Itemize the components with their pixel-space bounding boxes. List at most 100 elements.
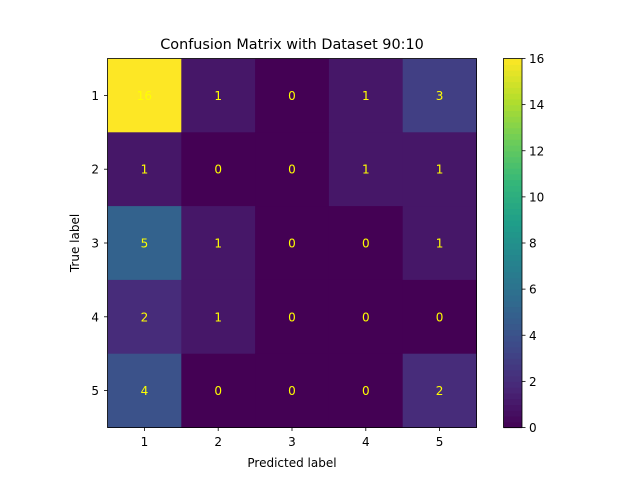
heatmap-cell xyxy=(181,58,256,133)
colorbar-segment xyxy=(503,191,522,198)
colorbar-tick-label: 14 xyxy=(529,98,544,112)
heatmap-cell xyxy=(181,353,256,428)
heatmap-cell xyxy=(402,132,477,207)
colorbar-segment xyxy=(503,352,522,359)
colorbar-segment xyxy=(503,202,522,210)
colorbar-segment xyxy=(503,312,522,319)
colorbar-segment xyxy=(503,156,522,163)
colorbar-segment xyxy=(503,64,522,71)
colorbar-segment xyxy=(503,70,522,77)
cell-value-label: 4 xyxy=(141,384,149,398)
colorbar-segment xyxy=(503,329,522,336)
cell-value-label: 0 xyxy=(288,384,296,398)
cell-value-label: 0 xyxy=(214,384,222,398)
cell-value-label: 1 xyxy=(214,237,222,251)
colorbar-segment xyxy=(503,387,522,394)
y-tick-label: 4 xyxy=(91,310,99,324)
heatmap-cell xyxy=(328,132,404,207)
heatmap-cell xyxy=(107,353,182,428)
cell-value-label: 1 xyxy=(436,237,444,251)
cell-value-label: 5 xyxy=(141,237,149,251)
y-tick-label: 1 xyxy=(91,89,99,103)
colorbar-segment xyxy=(503,369,522,377)
cell-value-label: 2 xyxy=(141,310,149,324)
colorbar-segment xyxy=(503,110,522,117)
heatmap-cell xyxy=(255,206,330,281)
colorbar-segment xyxy=(503,243,522,250)
x-tick-label: 4 xyxy=(362,435,370,449)
heatmap-cell xyxy=(107,58,182,133)
heatmap-cell xyxy=(181,132,256,207)
colorbar-segment xyxy=(503,219,522,227)
colorbar-segment xyxy=(503,306,522,313)
colorbar-segment xyxy=(503,225,522,233)
x-axis-label: Predicted label xyxy=(247,456,336,470)
chart-title: Confusion Matrix with Dataset 90:10 xyxy=(160,37,424,53)
cell-value-label: 0 xyxy=(288,163,296,177)
x-tick-label: 5 xyxy=(436,435,444,449)
colorbar-segment xyxy=(503,93,522,100)
colorbar-segment xyxy=(503,335,522,342)
colorbar-tick-label: 0 xyxy=(529,421,537,435)
colorbar-segment xyxy=(503,410,522,417)
colorbar-segment xyxy=(503,277,522,284)
colorbar-segment xyxy=(503,415,522,423)
colorbar-segment xyxy=(503,179,522,186)
colorbar: 0 2 4 6 8 10 12 14 16 xyxy=(503,52,544,435)
cell-value-label: 1 xyxy=(362,89,370,103)
colorbar-segment xyxy=(503,150,522,158)
heatmap-cell xyxy=(255,58,330,133)
heatmap-cell xyxy=(255,353,330,428)
y-axis-ticks: 1 2 3 4 5 xyxy=(91,89,108,398)
colorbar-segment xyxy=(503,375,522,382)
heatmap-cells: 16 1 0 1 3 1 0 0 1 1 5 1 0 0 1 2 1 0 0 0 4 0 0 0 2 xyxy=(107,58,477,428)
colorbar-segment xyxy=(503,208,522,215)
colorbar-segment xyxy=(503,398,522,406)
cell-value-label: 1 xyxy=(141,163,149,177)
cell-value-label: 0 xyxy=(214,163,222,177)
heatmap-cell xyxy=(402,279,477,355)
cell-value-label: 1 xyxy=(436,163,444,177)
cell-value-label: 0 xyxy=(362,384,370,398)
colorbar-segment xyxy=(503,317,522,325)
heatmap-cell xyxy=(328,206,404,281)
colorbar-segment xyxy=(503,139,522,146)
heatmap-cell xyxy=(402,206,477,281)
colorbar-segment xyxy=(503,196,522,204)
cell-value-label: 1 xyxy=(362,163,370,177)
y-axis-label: True label xyxy=(68,214,82,273)
colorbar-segment xyxy=(503,381,522,388)
heatmap-cell xyxy=(328,279,404,355)
heatmap-cell xyxy=(255,279,330,355)
cell-value-label: 1 xyxy=(214,310,222,324)
cell-value-label: 0 xyxy=(288,89,296,103)
colorbar-segment xyxy=(503,266,522,273)
heatmap-cell xyxy=(181,279,256,355)
colorbar-segment xyxy=(503,127,522,135)
colorbar-segment xyxy=(503,75,522,83)
colorbar-tick-label: 8 xyxy=(529,237,537,251)
colorbar-segment xyxy=(503,341,522,348)
colorbar-segment xyxy=(503,214,522,221)
colorbar-segment xyxy=(503,283,522,290)
colorbar-segment xyxy=(503,271,522,279)
heatmap-cell xyxy=(255,132,330,207)
heatmap-cell xyxy=(181,206,256,281)
colorbar-segment xyxy=(503,173,522,181)
cell-value-label: 0 xyxy=(288,237,296,251)
x-tick-label: 3 xyxy=(288,435,296,449)
colorbar-tick-label: 12 xyxy=(529,144,544,158)
colorbar-segment xyxy=(503,144,522,152)
colorbar-segment xyxy=(503,254,522,261)
colorbar-segment xyxy=(503,231,522,238)
cell-value-label: 0 xyxy=(436,310,444,324)
colorbar-segment xyxy=(503,364,522,371)
colorbar-segment xyxy=(503,248,522,256)
colorbar-tick-label: 16 xyxy=(529,52,544,66)
x-tick-label: 1 xyxy=(141,435,149,449)
colorbar-segment xyxy=(503,58,522,65)
colorbar-segment xyxy=(503,162,522,169)
colorbar-segment xyxy=(503,300,522,308)
colorbar-tick-label: 2 xyxy=(529,375,537,389)
